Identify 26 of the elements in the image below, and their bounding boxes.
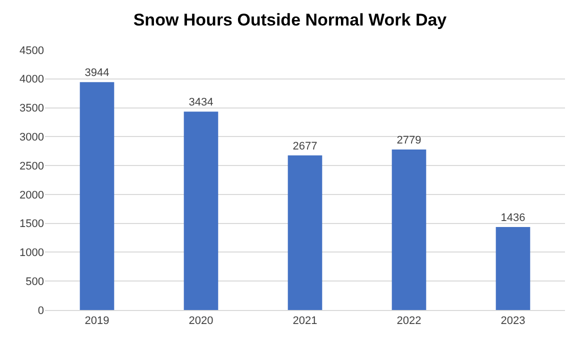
y-tick-label: 1000 <box>20 247 44 260</box>
x-tick-label: 2022 <box>396 315 422 328</box>
y-tick-label: 0 <box>38 304 44 317</box>
y-tick-label: 3000 <box>20 132 44 144</box>
data-label: 2677 <box>292 140 318 152</box>
chart-title: Snow Hours Outside Normal Work Day <box>133 10 448 30</box>
y-tick-label: 3500 <box>20 102 44 115</box>
bar <box>184 112 218 310</box>
bar <box>392 149 426 310</box>
x-tick-label: 2020 <box>188 315 214 328</box>
bar <box>496 227 530 310</box>
y-tick-label: 2500 <box>20 160 44 172</box>
y-tick-label: 500 <box>26 276 44 288</box>
y-tick-label: 2000 <box>20 189 44 202</box>
data-label: 3434 <box>188 96 214 109</box>
y-tick-label: 1500 <box>20 218 44 230</box>
data-label: 1436 <box>500 212 526 224</box>
x-tick-label: 2019 <box>84 315 110 328</box>
y-tick-label: 4000 <box>20 74 44 86</box>
bar <box>288 155 322 310</box>
data-label: 2779 <box>396 134 422 146</box>
bar <box>80 82 114 310</box>
data-label: 3944 <box>84 67 110 80</box>
y-tick-label: 4500 <box>20 44 44 57</box>
x-tick-label: 2021 <box>292 315 318 328</box>
x-tick-label: 2023 <box>500 315 526 328</box>
